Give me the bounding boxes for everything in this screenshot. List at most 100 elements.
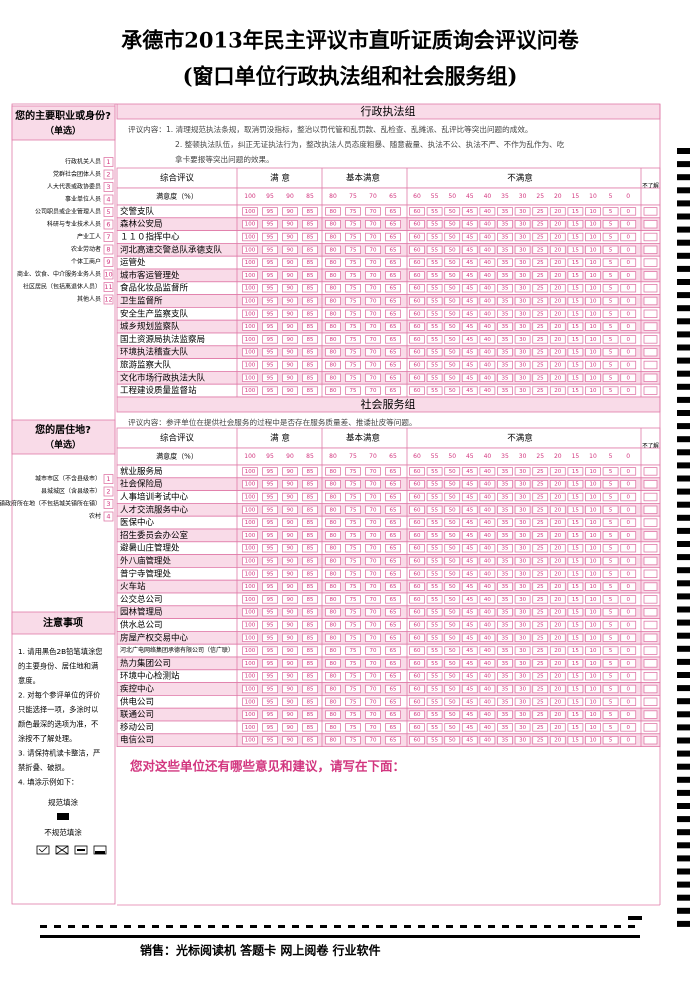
bubble [532, 360, 549, 370]
bubble-label: 85 [307, 507, 314, 513]
bubble-label: 65 [390, 247, 397, 253]
bubble-label: 80 [330, 597, 337, 603]
bubble-label: 90 [287, 482, 294, 488]
bubble-label: 65 [390, 311, 397, 317]
bubble-label: 15 [572, 648, 579, 654]
bubble [282, 736, 298, 745]
bubble [385, 646, 401, 655]
timing-mark [677, 370, 690, 377]
bubble-label: 40 [484, 482, 491, 488]
bubble-label: 10 [590, 661, 597, 667]
bubble-label: 35 [502, 584, 509, 590]
bottom-dash [628, 925, 635, 928]
bubble [514, 245, 531, 254]
bubble-label: 95 [267, 699, 274, 705]
bubble [567, 360, 584, 370]
bubble-label: 70 [370, 584, 377, 590]
bubble [262, 620, 278, 630]
bubble [620, 335, 637, 344]
bubble [262, 296, 278, 306]
option-label: 事业单位人员 [65, 195, 101, 203]
bubble [479, 492, 496, 502]
bubble-label: 55 [431, 584, 438, 590]
bubble-label: 20 [554, 559, 561, 565]
unit-name: 安全生产监察支队 [120, 308, 189, 319]
bubble-label: 85 [307, 350, 314, 356]
bubble-label: 55 [431, 559, 438, 565]
option-box [103, 232, 114, 242]
bubble [262, 479, 278, 489]
unknown-bubble [643, 518, 658, 527]
bubble-label: 15 [572, 311, 579, 317]
bottom-dash [474, 925, 481, 928]
bubble-label: 75 [350, 597, 357, 603]
bubble-label: 20 [554, 623, 561, 629]
bubble-label: 35 [502, 482, 509, 488]
timing-mark [677, 920, 690, 927]
bubble-label: 90 [287, 299, 294, 305]
unit-name: 河北高速交警总队承德支队 [120, 244, 223, 255]
bubble-label: 0 [626, 222, 630, 228]
bubble [262, 505, 278, 514]
bubble-label: 100 [245, 311, 256, 317]
bubble [585, 347, 601, 357]
bubble [302, 322, 318, 331]
bubble-label: 30 [519, 674, 526, 680]
bubble-label: 50 [449, 260, 456, 266]
bubble [365, 322, 381, 331]
bubble [585, 283, 601, 293]
bubble-label: 80 [330, 738, 337, 744]
bubble [444, 582, 461, 591]
bubble-label: 5 [609, 260, 613, 266]
bubble-label: 30 [519, 559, 526, 565]
bottom-dash [124, 925, 131, 928]
bubble [585, 245, 601, 254]
bubble-label: 30 [519, 507, 526, 513]
unknown-bubble [643, 335, 658, 344]
bubble [549, 633, 566, 642]
bubble [365, 492, 381, 502]
option-label: 农业劳动者 [71, 245, 101, 253]
bubble [567, 232, 584, 242]
bubble-label: 75 [350, 623, 357, 629]
bubble [479, 245, 496, 254]
bubble [385, 347, 401, 357]
bubble-label: 15 [572, 520, 579, 526]
bubble-label: 100 [245, 623, 256, 629]
bubble [325, 505, 341, 514]
bubble [302, 207, 318, 216]
bubble [282, 219, 298, 229]
bottom-dash [236, 925, 243, 928]
bubble-label: 100 [245, 350, 256, 356]
bubble [302, 232, 318, 242]
bubble [365, 245, 381, 254]
bubble [567, 518, 584, 527]
bubble-label: 40 [484, 584, 491, 590]
bubble [444, 207, 461, 216]
timing-mark [677, 685, 690, 692]
bubble [325, 207, 341, 216]
bubble [262, 582, 278, 591]
bubble [444, 283, 461, 293]
bubble [426, 271, 443, 280]
bubble-label: 40 [484, 610, 491, 616]
bottom-dash [82, 925, 89, 928]
bubble [365, 219, 381, 229]
bubble-label: 25 [537, 495, 544, 501]
bottom-dash [558, 925, 565, 928]
bubble [567, 723, 584, 732]
bubble-label: 40 [484, 273, 491, 279]
header-satisfied: 满 意 [270, 433, 290, 444]
note-line: 禁折叠、破损。 [18, 763, 69, 772]
bubble-label: 55 [431, 699, 438, 705]
bottom-dash [432, 925, 439, 928]
bubble-label: 85 [307, 299, 314, 305]
unit-name: 环境执法稽查大队 [120, 347, 189, 358]
unknown-bubble [643, 283, 658, 293]
bubble [385, 531, 401, 540]
bubble-label: 35 [502, 546, 509, 552]
bubble-label: 50 [449, 533, 456, 539]
bubble [444, 672, 461, 681]
bubble [409, 245, 425, 254]
bubble [409, 697, 425, 706]
